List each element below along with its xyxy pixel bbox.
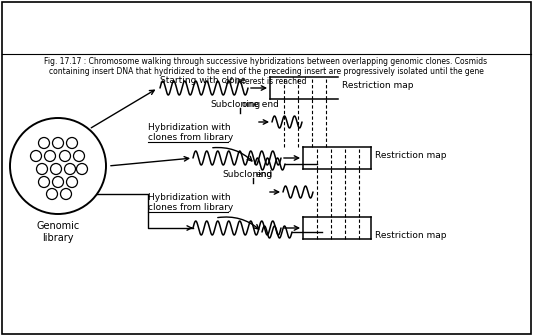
Text: Genomic
library: Genomic library [36, 221, 79, 243]
Circle shape [38, 137, 50, 149]
Text: end: end [255, 170, 272, 179]
Circle shape [30, 151, 42, 162]
Text: Subcloning: Subcloning [222, 170, 272, 179]
Circle shape [77, 164, 87, 174]
Text: Hybridization with: Hybridization with [148, 123, 231, 132]
Circle shape [67, 176, 77, 187]
Text: Restriction map: Restriction map [375, 232, 447, 241]
Text: Fig. 17.17 : Chromosome walking through successive hybridizations between overla: Fig. 17.17 : Chromosome walking through … [44, 57, 488, 67]
Text: of interest is reached: of interest is reached [225, 78, 307, 86]
Circle shape [51, 164, 61, 174]
Text: Starting with clone: Starting with clone [160, 76, 246, 85]
Text: clones from library: clones from library [148, 203, 233, 212]
Circle shape [44, 151, 55, 162]
Text: one end: one end [242, 100, 279, 109]
Circle shape [52, 137, 63, 149]
Text: Restriction map: Restriction map [342, 82, 414, 90]
Circle shape [60, 151, 70, 162]
Text: containing insert DNA that hydridized to the end of the preceding insert are pro: containing insert DNA that hydridized to… [49, 68, 483, 77]
Circle shape [38, 176, 50, 187]
Circle shape [36, 164, 47, 174]
Text: Subcloning: Subcloning [210, 100, 260, 109]
Circle shape [67, 137, 77, 149]
Circle shape [74, 151, 85, 162]
Text: clones from library: clones from library [148, 133, 233, 142]
Circle shape [64, 164, 76, 174]
Circle shape [46, 188, 58, 200]
Circle shape [52, 176, 63, 187]
Text: Hybridization with: Hybridization with [148, 193, 231, 202]
Text: Restriction map: Restriction map [375, 152, 447, 161]
Circle shape [61, 188, 71, 200]
Circle shape [10, 118, 106, 214]
